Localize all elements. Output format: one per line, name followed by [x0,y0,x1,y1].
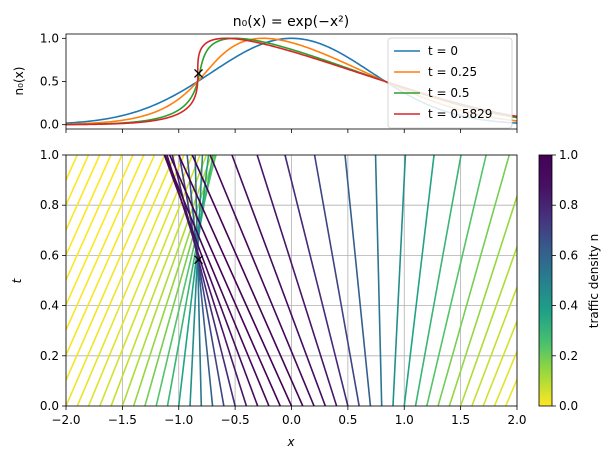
colorbar-tick-label: 0.8 [559,198,578,212]
bottom-panel: −2.0 −1.5 −1.0 −0.5 0.0 0.5 1.0 1.5 2.0 0.0 0.2 0.4… [0,148,527,449]
characteristic-line [163,155,259,406]
colorbar-tick-label: 0.0 [559,399,578,413]
characteristic-line [231,155,327,406]
characteristic-line [66,155,166,383]
characteristic-line [459,244,517,406]
characteristic-line [0,155,10,406]
series-line-2 [66,37,517,126]
bottom-ticks: −2.0 −1.5 −1.0 −0.5 0.0 0.5 1.0 1.5 2.0 0.0 0.2 0.4… [40,148,527,427]
bottom-ylabel: t [10,277,24,283]
characteristic-line [186,155,214,406]
characteristic-line [374,155,383,406]
legend-box [387,37,513,129]
colorbar-tick-label: 1.0 [559,148,578,162]
characteristic-line [178,155,225,406]
top-panel: n₀(x) = exp(−x²) 0.00.51.0 n₀(x) t = 0t … [12,14,518,133]
characteristic-line [344,155,372,406]
colorbar-tick-label: 0.6 [559,248,578,262]
xtick-label: 1.5 [451,413,470,427]
characteristics [0,155,517,406]
characteristic-line [177,155,210,406]
xtick-label: 2.0 [507,413,526,427]
top-ytick-label: 0.5 [40,75,59,89]
characteristic-line [110,155,208,406]
colorbar-tick-label: 0.4 [559,299,578,313]
xtick-label: 0.5 [338,413,357,427]
characteristic-line [168,155,281,406]
top-title: n₀(x) = exp(−x²) [233,14,349,30]
colorbar-gradient [538,154,553,407]
characteristic-line [189,155,204,406]
ytick-label: 1.0 [40,148,59,162]
characteristic-line [66,155,156,357]
legend-entry-2: t = 0.5 [428,86,469,100]
characteristic-line [493,349,517,406]
characteristic-line [437,155,510,406]
colorbar: 0.0 0.2 0.4 0.6 0.8 1.0 traffic density n [538,148,601,413]
top-shock-cross [194,68,203,78]
colorbar-tick-label: 0.2 [559,349,578,363]
characteristic-line [66,155,101,233]
top-curves [66,37,517,126]
ytick-label: 0.6 [40,248,59,262]
characteristic-line [87,155,194,406]
characteristic-line [164,155,270,406]
characteristic-line [471,284,517,406]
characteristic-line [256,155,338,406]
xtick-label: 1.0 [395,413,414,427]
top-ylabel: n₀(x) [12,67,26,96]
characteristic-line [66,155,145,332]
characteristic-line [194,155,203,406]
xtick-label: −2.0 [51,413,80,427]
characteristic-line [426,155,487,406]
characteristic-line [178,155,293,406]
bottom-shock-cross [194,255,203,265]
characteristic-line [66,155,90,207]
characteristic-line [403,155,435,406]
ytick-label: 0.0 [40,399,59,413]
bottom-shock-marker [194,255,203,265]
characteristic-line [99,155,201,406]
top-shock-marker [194,68,203,78]
characteristic-line [66,155,134,307]
ytick-label: 0.2 [40,349,59,363]
characteristic-line [284,155,349,406]
characteristic-line [66,155,176,406]
characteristic-line [191,155,304,406]
ytick-label: 0.4 [40,299,59,313]
top-ytick-label: 1.0 [40,31,59,45]
characteristic-line [66,155,112,258]
top-ticks: 0.0 0.5 1.0 [40,31,518,133]
xtick-label: 0.0 [282,413,301,427]
characteristic-line [414,155,462,406]
top-ytick-label: 0.0 [40,118,59,132]
characteristic-line [66,155,123,282]
characteristic-line [313,155,360,406]
characteristic-line [76,155,185,406]
characteristic-line [166,155,214,406]
colorbar-label: traffic density n [587,234,601,328]
colorbar-ticks: 0.0 0.2 0.4 0.6 0.8 1.0 [552,148,578,413]
legend-entry-0: t = 0 [428,44,458,58]
characteristic-line [209,155,315,406]
xtick-label: −1.5 [108,413,137,427]
characteristic-line [482,319,517,406]
ytick-label: 0.8 [40,198,59,212]
bottom-xlabel: x [286,435,295,449]
xtick-label: −1.0 [164,413,193,427]
top-legend: t = 0 t = 0.25 t = 0.5 t = 0.5829 [387,37,513,129]
legend-entry-1: t = 0.25 [428,65,477,79]
series-line-3 [66,37,517,126]
xtick-label: −0.5 [221,413,250,427]
characteristic-line [448,193,517,406]
characteristic-line [392,155,407,406]
legend-entry-3: t = 0.5829 [428,107,492,121]
characteristic-line [0,155,55,406]
